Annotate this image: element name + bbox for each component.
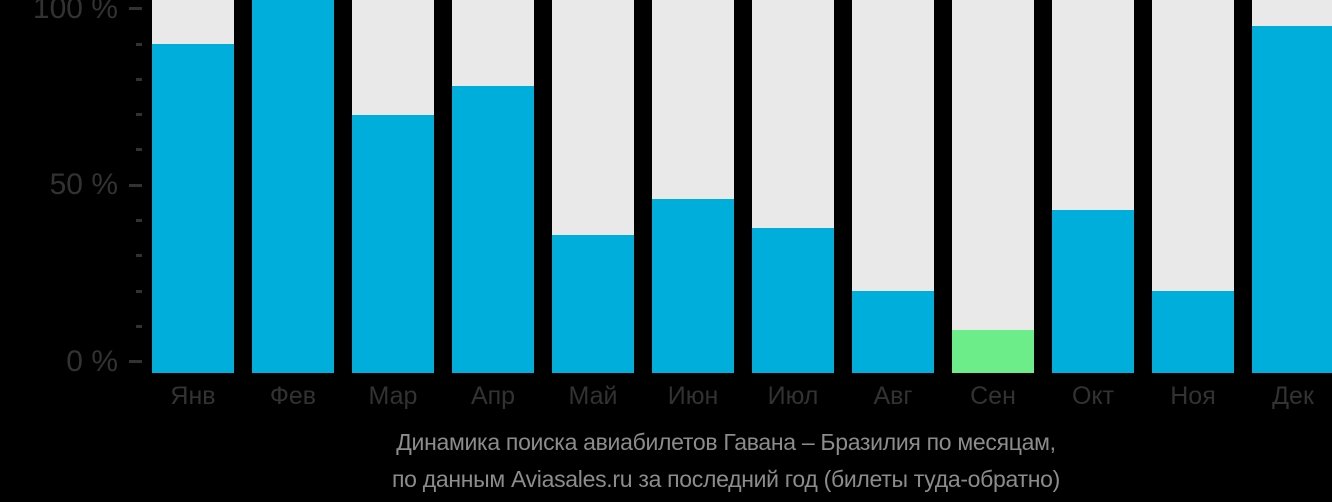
y-axis-tick-40 bbox=[136, 218, 142, 222]
bar-fill-3 bbox=[352, 115, 434, 373]
bar-fill-1 bbox=[152, 44, 234, 373]
x-axis-label-12: Дек bbox=[1272, 382, 1314, 410]
bar-column-9 bbox=[952, 0, 1034, 373]
x-axis-label-3: Мар bbox=[368, 382, 418, 410]
x-axis-label-10: Окт bbox=[1071, 382, 1115, 410]
x-axis-label-4: Апр bbox=[470, 382, 516, 410]
y-axis-tick-100 bbox=[129, 7, 142, 11]
bar-column-5 bbox=[552, 0, 634, 373]
y-axis-tick-30 bbox=[136, 254, 142, 258]
y-axis-tick-60 bbox=[136, 148, 142, 152]
x-axis-label-2: Фев bbox=[269, 382, 317, 410]
bar-column-2 bbox=[252, 0, 334, 373]
y-axis-tick-80 bbox=[136, 77, 142, 81]
y-axis-label-50: 50 % bbox=[49, 168, 118, 202]
y-axis-label-100: 100 % bbox=[32, 0, 118, 25]
bar-column-3 bbox=[352, 0, 434, 373]
chart-title: Динамика поиска авиабилетов Гавана – Бра… bbox=[396, 429, 1056, 455]
chart-subtitle: по данным Aviasales.ru за последний год … bbox=[391, 466, 1061, 492]
x-axis-label-6: Июн bbox=[667, 382, 719, 410]
bar-fill-7 bbox=[752, 228, 834, 373]
x-axis-label-7: Июл bbox=[767, 382, 819, 410]
x-axis-label-9: Сен bbox=[970, 382, 1016, 410]
bar-column-1 bbox=[152, 0, 234, 373]
x-axis-label-11: Ноя bbox=[1170, 382, 1216, 410]
bar-column-6 bbox=[652, 0, 734, 373]
bar-column-4 bbox=[452, 0, 534, 373]
bar-column-12 bbox=[1252, 0, 1332, 373]
y-axis-tick-10 bbox=[136, 324, 142, 328]
y-axis-tick-50 bbox=[129, 183, 142, 187]
x-axis-label-5: Май bbox=[568, 382, 618, 410]
bar-fill-4 bbox=[452, 86, 534, 373]
bar-column-7 bbox=[752, 0, 834, 373]
y-axis-tick-70 bbox=[136, 113, 142, 117]
y-axis-tick-90 bbox=[136, 42, 142, 46]
bar-fill-10 bbox=[1052, 210, 1134, 373]
bar-fill-6 bbox=[652, 199, 734, 373]
bar-column-8 bbox=[852, 0, 934, 373]
x-axis-label-1: Янв bbox=[170, 382, 216, 410]
bar-fill-5 bbox=[552, 235, 634, 373]
bar-column-11 bbox=[1152, 0, 1234, 373]
y-axis-tick-0 bbox=[129, 360, 142, 364]
bar-fill-9 bbox=[952, 330, 1034, 373]
bar-fill-8 bbox=[852, 291, 934, 373]
x-axis-label-8: Авг bbox=[873, 382, 913, 410]
y-axis-tick-20 bbox=[136, 289, 142, 293]
bar-fill-11 bbox=[1152, 291, 1234, 373]
bar-fill-12 bbox=[1252, 26, 1332, 373]
bar-fill-2 bbox=[252, 0, 334, 373]
plot-area bbox=[152, 0, 1332, 373]
y-axis-label-0: 0 % bbox=[66, 344, 118, 378]
bar-column-10 bbox=[1052, 0, 1134, 373]
